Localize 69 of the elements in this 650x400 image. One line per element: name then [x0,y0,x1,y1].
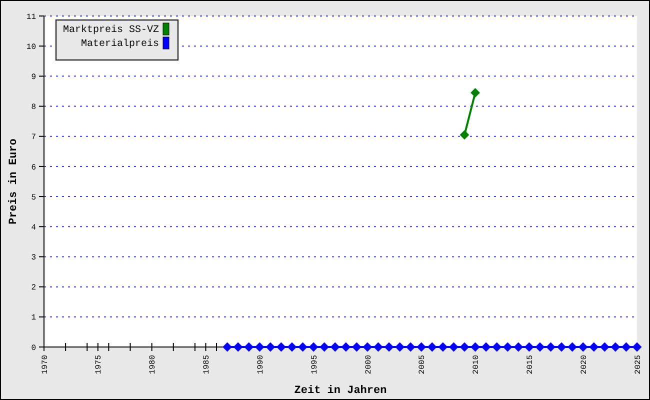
point [610,342,620,352]
x-tick-label: 2005 [418,354,428,374]
point [482,342,491,352]
point [428,342,437,352]
point [557,342,566,352]
y-axis-title: Preis in Euro [8,138,20,224]
point [266,342,275,352]
y-tick-label: 10 [26,42,36,52]
point [460,342,469,352]
point [341,342,350,352]
point [384,342,394,352]
point [460,130,469,140]
y-tick-label: 3 [31,254,36,263]
legend-label: Materialpreis [80,38,159,50]
x-tick-label: 1985 [202,354,212,374]
point [524,342,534,352]
point [632,342,642,352]
point [255,342,264,352]
y-tick-label: 5 [31,193,36,202]
x-tick-label: 1970 [40,354,50,374]
point [589,342,598,352]
x-tick-label: 2025 [634,354,643,374]
point [600,342,610,352]
y-tick-label: 0 [31,344,36,353]
x-tick-label: 2010 [472,354,482,374]
point [234,342,243,352]
point [276,342,286,352]
x-tick-label: 1975 [94,354,104,374]
point [622,342,631,352]
x-axis-title: Zeit in Jahren [294,385,387,397]
point [578,342,588,352]
y-tick-label: 6 [31,163,36,172]
point [492,342,502,352]
point [438,342,448,352]
x-tick-label: 1980 [148,354,158,374]
x-tick-label: 2000 [364,354,374,374]
x-tick-label: 2020 [580,354,589,374]
point [470,342,480,352]
point [449,342,458,352]
point [374,342,383,352]
x-tick-label: 1995 [310,354,320,374]
point [362,342,372,352]
point [546,342,556,352]
y-tick-label: 1 [31,314,36,323]
y-tick-label: 2 [31,284,36,293]
point [503,342,512,352]
y-tick-label: 4 [31,223,36,232]
y-tick-label: 8 [31,103,36,112]
y-tick-label: 7 [31,133,36,142]
point [244,342,254,352]
point [406,342,416,352]
point [287,342,296,352]
y-tick-label: 9 [31,72,36,82]
point [514,342,523,352]
point [535,342,544,352]
point [330,342,340,352]
x-tick-label: 2015 [526,354,535,374]
point [298,342,308,352]
point [320,342,329,352]
point [395,342,404,352]
point [470,88,480,98]
point [309,342,318,352]
point [222,342,232,352]
point [568,342,577,352]
y-tick-label: 11 [26,12,36,22]
point [352,342,362,352]
point [416,342,426,352]
x-tick-label: 1990 [256,354,266,374]
legend-label: Marktpreis SS-VZ [62,24,159,36]
